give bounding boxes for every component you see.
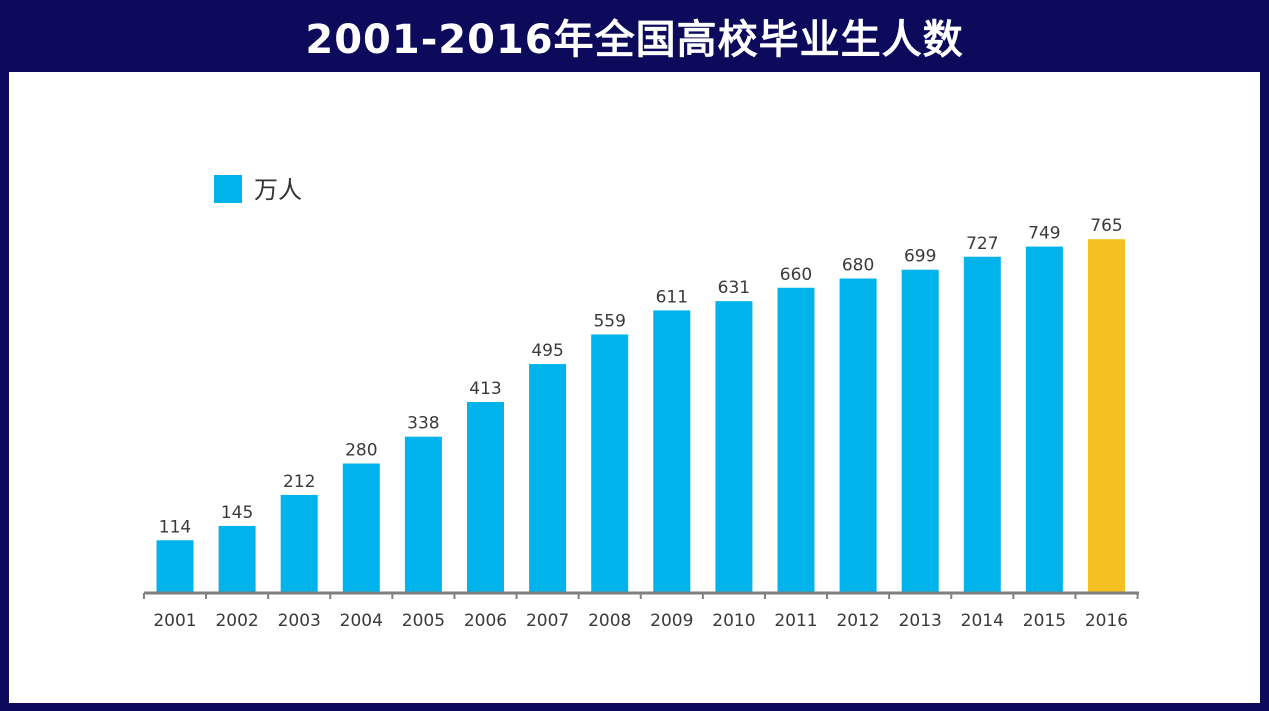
bar-2007 bbox=[529, 364, 567, 593]
bar-2005 bbox=[404, 436, 442, 593]
bar-2009 bbox=[653, 310, 691, 593]
value-label-2011: 660 bbox=[780, 265, 812, 285]
bar-2010 bbox=[715, 301, 753, 593]
bar-2015 bbox=[1025, 246, 1063, 593]
bar-2013 bbox=[901, 269, 939, 593]
value-label-2016: 765 bbox=[1090, 216, 1122, 236]
tick-label-2002: 2002 bbox=[215, 611, 258, 631]
legend: 万人 bbox=[214, 175, 302, 204]
tick-label-2001: 2001 bbox=[153, 611, 196, 631]
tick-label-2003: 2003 bbox=[278, 611, 321, 631]
bar-2002 bbox=[218, 525, 256, 593]
tick-label-2004: 2004 bbox=[340, 611, 383, 631]
bar-2004 bbox=[342, 463, 380, 593]
tick-label-2005: 2005 bbox=[402, 611, 445, 631]
value-label-2001: 114 bbox=[159, 517, 191, 537]
chart-panel: 万人 114 145 212 280 338 413 495 559 611 631 660 680 6… bbox=[9, 72, 1260, 703]
bar-2001 bbox=[156, 540, 194, 593]
bar-chart: 万人 114 145 212 280 338 413 495 559 611 631 660 680 6… bbox=[142, 175, 1139, 631]
bar-2006 bbox=[467, 401, 504, 593]
value-label-2012: 680 bbox=[842, 256, 874, 276]
tick-label-2007: 2007 bbox=[526, 611, 569, 631]
bar-2008 bbox=[591, 334, 629, 593]
bar-2016 bbox=[1088, 239, 1125, 593]
value-label-2014: 727 bbox=[966, 234, 998, 254]
tick-label-2011: 2011 bbox=[774, 611, 817, 631]
tick-label-2014: 2014 bbox=[961, 611, 1004, 631]
value-label-2010: 631 bbox=[718, 278, 750, 298]
bar-2012 bbox=[839, 278, 877, 593]
value-label-2004: 280 bbox=[345, 441, 377, 461]
value-label-2002: 145 bbox=[221, 503, 253, 523]
value-label-2003: 212 bbox=[283, 472, 315, 492]
tick-label-2006: 2006 bbox=[464, 611, 507, 631]
value-label-2013: 699 bbox=[904, 247, 936, 267]
value-label-2008: 559 bbox=[593, 311, 625, 331]
tick-label-2008: 2008 bbox=[588, 611, 631, 631]
tick-label-2016: 2016 bbox=[1085, 611, 1128, 631]
tick-label-2013: 2013 bbox=[899, 611, 942, 631]
tick-label-2010: 2010 bbox=[712, 611, 755, 631]
bar-2003 bbox=[280, 494, 318, 593]
x-axis-tick-labels: 2001 2002 2003 2004 2005 2006 2007 2008 2009 2010… bbox=[153, 611, 1128, 631]
tick-label-2012: 2012 bbox=[836, 611, 879, 631]
bar-2014 bbox=[963, 256, 1001, 593]
legend-swatch bbox=[214, 175, 242, 203]
value-label-2007: 495 bbox=[531, 341, 563, 361]
bar-2011 bbox=[777, 287, 815, 593]
value-labels: 114 145 212 280 338 413 495 559 611 631 660 680 699 7… bbox=[159, 216, 1123, 537]
x-axis-ticks bbox=[142, 593, 1139, 599]
chart-title: 2001-2016年全国高校毕业生人数 bbox=[305, 17, 964, 63]
value-label-2005: 338 bbox=[407, 414, 439, 434]
value-label-2015: 749 bbox=[1028, 224, 1060, 244]
tick-label-2015: 2015 bbox=[1023, 611, 1066, 631]
bars bbox=[156, 239, 1125, 593]
value-label-2009: 611 bbox=[656, 287, 688, 307]
tick-label-2009: 2009 bbox=[650, 611, 693, 631]
legend-label: 万人 bbox=[254, 176, 302, 204]
value-label-2006: 413 bbox=[469, 379, 501, 399]
